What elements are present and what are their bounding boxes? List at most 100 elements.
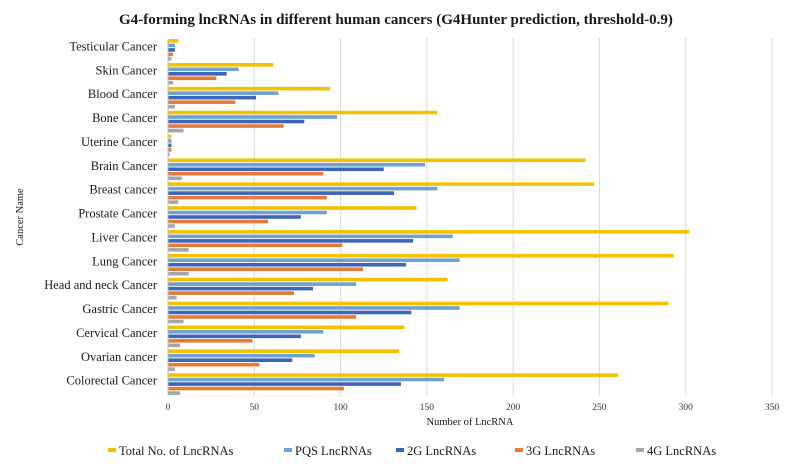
legend-label: Total No. of LncRNAs — [119, 444, 234, 458]
x-tick-label: 50 — [250, 403, 260, 413]
category-label: Blood Cancer — [88, 87, 158, 101]
bar — [168, 349, 400, 353]
bar — [168, 315, 357, 319]
bar — [168, 367, 175, 371]
bar — [168, 325, 405, 330]
legend-label: 3G LncRNAs — [526, 444, 595, 458]
legend-swatch — [396, 448, 404, 452]
x-tick-label: 250 — [592, 403, 607, 413]
bar — [168, 139, 172, 143]
bar — [168, 186, 438, 191]
bar — [168, 176, 182, 181]
bar — [168, 95, 257, 100]
bar — [168, 253, 674, 258]
legend-label: PQS LncRNAs — [295, 444, 372, 458]
bar — [168, 330, 324, 334]
category-label: Lung Cancer — [92, 254, 158, 268]
bar — [168, 128, 184, 133]
bar — [168, 182, 595, 186]
x-tick-labels: 0 50 100 150 200 250 300 350 — [166, 403, 780, 413]
bar — [168, 152, 170, 157]
legend: Total No. of LncRNAs PQS LncRNAs 2G LncRNA… — [108, 444, 716, 458]
bar — [168, 358, 293, 362]
bar — [168, 134, 172, 139]
bar — [168, 295, 177, 300]
bar — [168, 339, 253, 343]
bar — [168, 282, 357, 286]
x-tick-label: 300 — [679, 403, 694, 413]
bar — [168, 206, 417, 210]
bar — [168, 215, 301, 219]
bar — [168, 286, 313, 291]
bar — [168, 262, 407, 267]
x-tick-label: 100 — [333, 403, 348, 413]
grid-lines — [253, 38, 773, 396]
bar — [168, 230, 690, 234]
category-label: Head and neck Cancer — [44, 278, 158, 292]
bar — [168, 67, 239, 72]
bar — [168, 110, 438, 115]
x-tick-label: 150 — [420, 403, 435, 413]
bar — [168, 353, 315, 358]
legend-swatch — [636, 448, 644, 452]
bar — [168, 115, 338, 119]
legend-swatch — [515, 448, 523, 452]
category-label: Prostate Cancer — [78, 207, 158, 221]
bar — [168, 267, 364, 272]
bar — [168, 81, 174, 85]
bar — [168, 158, 586, 163]
bar — [168, 224, 175, 228]
category-label: Liver Cancer — [91, 230, 157, 244]
bar — [168, 72, 227, 76]
bar — [168, 219, 269, 224]
bar — [168, 48, 175, 52]
category-label: Uterine Cancer — [81, 135, 158, 149]
legend-swatch — [108, 448, 116, 452]
category-label: Breast cancer — [89, 183, 158, 197]
chart-title: G4-forming lncRNAs in different human ca… — [119, 12, 673, 28]
bar — [168, 52, 174, 57]
x-tick-label: 0 — [166, 403, 171, 413]
bar — [168, 248, 189, 252]
bar — [168, 319, 184, 324]
bar — [168, 91, 279, 95]
bar — [168, 239, 414, 243]
bar — [168, 162, 426, 167]
legend-swatch — [284, 448, 292, 452]
bar — [168, 39, 179, 43]
bar — [168, 291, 294, 295]
category-label: Cervical Cancer — [76, 326, 158, 340]
legend-label: 2G LncRNAs — [407, 444, 476, 458]
bar — [168, 258, 460, 263]
bar — [168, 63, 274, 67]
legend-label: 4G LncRNAs — [647, 444, 716, 458]
bar — [168, 343, 181, 348]
category-label: Skin Cancer — [96, 63, 158, 77]
bars — [168, 39, 690, 395]
bar — [168, 57, 172, 61]
bar — [168, 104, 175, 109]
category-labels: Testicular Cancer Skin Cancer Blood Cancer… — [44, 40, 158, 388]
x-axis-title: Number of LncRNA — [427, 417, 514, 428]
bar — [168, 143, 172, 148]
bar — [168, 301, 669, 306]
bar — [168, 167, 384, 172]
bar — [168, 243, 343, 248]
bar — [168, 310, 412, 315]
category-label: Brain Cancer — [91, 159, 158, 173]
bar — [168, 100, 236, 104]
bar — [168, 391, 181, 395]
bar — [168, 119, 305, 124]
bar — [168, 210, 327, 215]
bar — [168, 191, 395, 195]
bar — [168, 271, 189, 276]
bar — [168, 124, 284, 128]
bar — [168, 76, 217, 81]
bar — [168, 377, 445, 382]
bar — [168, 334, 301, 339]
bar — [168, 86, 331, 91]
category-label: Colorectal Cancer — [66, 374, 157, 388]
x-tick-label: 350 — [765, 403, 780, 413]
bar — [168, 386, 345, 391]
